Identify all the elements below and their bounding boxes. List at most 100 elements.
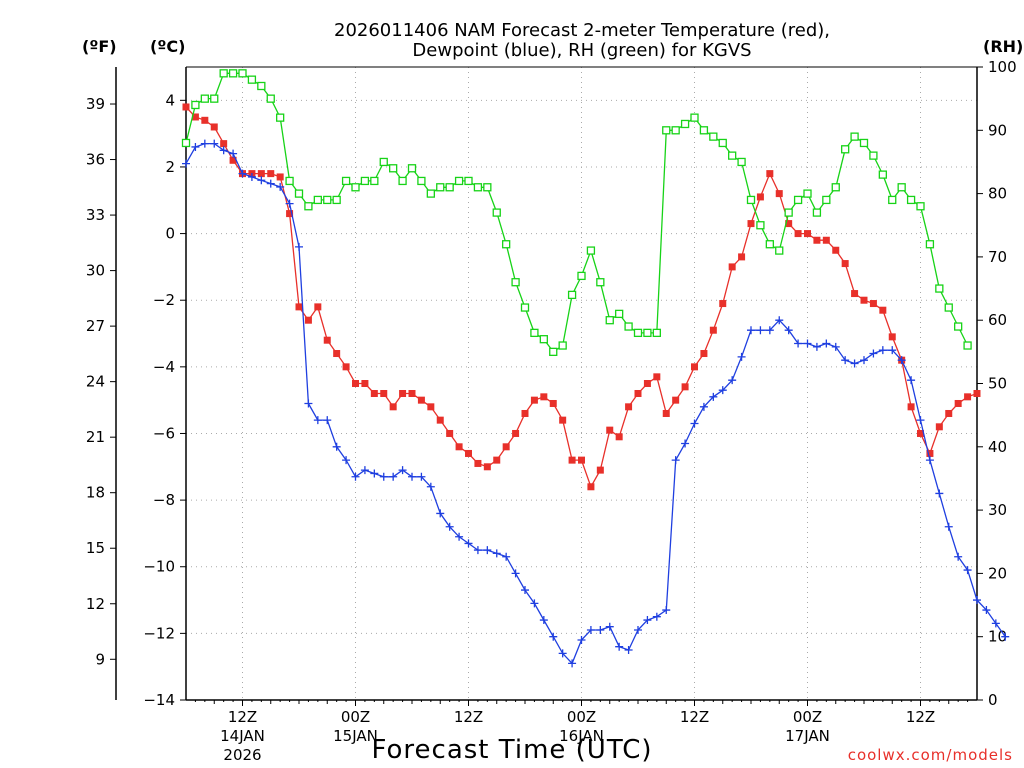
dewpoint-point bbox=[200, 139, 209, 148]
dewpoint-point bbox=[916, 416, 925, 425]
rh-point bbox=[812, 208, 822, 217]
dewpoint-point bbox=[389, 472, 398, 481]
dewpoint-point bbox=[426, 482, 435, 491]
temperature-point bbox=[427, 403, 435, 411]
tick-label-hour: 12Z bbox=[228, 708, 257, 726]
dewpoint-point bbox=[991, 619, 1000, 628]
rh-point bbox=[549, 347, 558, 357]
tick-label-rh: 70 bbox=[988, 248, 1007, 266]
dewpoint-point bbox=[699, 402, 708, 411]
tick-label-celsius: −14 bbox=[143, 691, 175, 709]
temperature-point bbox=[380, 389, 388, 397]
temperature-point bbox=[191, 113, 199, 121]
temperature-point bbox=[399, 389, 407, 397]
chart-title-line1: 2026011406 NAM Forecast 2-meter Temperat… bbox=[334, 20, 830, 41]
rh-point bbox=[671, 126, 680, 135]
rh-point bbox=[822, 195, 831, 205]
temperature-point bbox=[408, 389, 416, 397]
tick-label-year: 2026 bbox=[223, 746, 261, 764]
dewpoint-point bbox=[671, 456, 680, 465]
temperature-point bbox=[596, 466, 604, 474]
rh-point bbox=[662, 126, 671, 135]
dewpoint-point bbox=[483, 546, 492, 555]
dewpoint-point bbox=[765, 326, 774, 335]
dewpoint-point bbox=[360, 466, 369, 475]
temperature-point bbox=[888, 333, 896, 341]
temperature-point bbox=[643, 380, 651, 387]
tick-label-fahrenheit: 36 bbox=[86, 151, 105, 169]
temperature-point bbox=[794, 230, 802, 238]
temperature-point bbox=[719, 300, 727, 308]
temperature-point bbox=[474, 459, 482, 467]
dewpoint-point bbox=[455, 532, 464, 541]
rh-point bbox=[379, 157, 388, 167]
tick-label-date: 17JAN bbox=[785, 727, 830, 745]
dewpoint-point bbox=[756, 326, 765, 335]
tick-label-celsius: 2 bbox=[165, 158, 175, 176]
rh-point bbox=[530, 328, 539, 338]
temperature-point bbox=[804, 230, 811, 238]
temperature-point bbox=[417, 396, 425, 404]
dewpoint-point bbox=[568, 659, 577, 668]
rh-point bbox=[294, 189, 304, 198]
tick-label-celsius: −10 bbox=[143, 558, 175, 576]
temperature-point bbox=[964, 393, 972, 401]
temperature-point bbox=[841, 260, 849, 268]
temperature-point bbox=[945, 409, 953, 417]
temperature-point bbox=[276, 173, 284, 181]
temperature-point bbox=[521, 409, 529, 417]
temperature-point bbox=[954, 399, 962, 407]
tick-label-hour: 12Z bbox=[906, 708, 935, 726]
dewpoint-point bbox=[784, 326, 793, 335]
chart-title-line2: Dewpoint (blue), RH (green) for KGVS bbox=[412, 40, 751, 61]
temperature-point bbox=[926, 449, 934, 457]
dewpoint-point bbox=[888, 346, 897, 355]
temperature-point bbox=[869, 300, 877, 308]
temperature-point bbox=[352, 380, 359, 387]
tick-label-fahrenheit: 24 bbox=[86, 373, 105, 391]
rh-point bbox=[539, 335, 548, 344]
dewpoint-point bbox=[577, 636, 586, 645]
fahrenheit-unit-label: (ºF) bbox=[82, 37, 117, 56]
rh-point bbox=[869, 151, 878, 160]
temperature-point bbox=[568, 456, 576, 464]
tick-label-rh: 50 bbox=[988, 375, 1007, 393]
dewpoint-point bbox=[982, 606, 991, 615]
dewpoint-point bbox=[539, 616, 548, 625]
rh-point bbox=[916, 202, 925, 211]
rh-point bbox=[511, 278, 520, 287]
rh-point bbox=[370, 176, 379, 186]
dewpoint-point bbox=[690, 419, 699, 428]
tick-label-date: 16JAN bbox=[559, 727, 604, 745]
temperature-point bbox=[587, 483, 595, 491]
dewpoint-point bbox=[954, 552, 963, 561]
tick-label-celsius: −8 bbox=[153, 491, 175, 509]
tick-label-rh: 80 bbox=[988, 185, 1007, 203]
dewpoint-point bbox=[897, 356, 906, 365]
dewpoint-point bbox=[549, 632, 558, 641]
rh-point bbox=[502, 240, 511, 249]
rh-point bbox=[963, 341, 972, 350]
temperature-point bbox=[446, 429, 454, 437]
dewpoint-point bbox=[907, 376, 916, 385]
rh-point bbox=[841, 145, 850, 154]
rh-point bbox=[925, 240, 935, 249]
rh-point bbox=[737, 157, 746, 167]
dewpoint-point bbox=[417, 472, 426, 481]
dewpoint-point bbox=[935, 489, 944, 498]
dewpoint-point bbox=[182, 159, 190, 168]
dewpoint-point bbox=[351, 472, 360, 481]
dewpoint-point bbox=[709, 392, 718, 401]
x-axis-label: Forecast Time (UTC) bbox=[371, 735, 652, 765]
rh-point bbox=[398, 176, 407, 186]
rh-point bbox=[389, 164, 398, 173]
rh-point bbox=[436, 183, 445, 192]
rh-point bbox=[680, 119, 690, 129]
dewpoint-point bbox=[841, 356, 850, 365]
tick-labels: 420−2−4−6−8−10−12−1412Z14JAN202600Z15JAN… bbox=[86, 58, 1017, 764]
tick-label-rh: 20 bbox=[988, 564, 1007, 582]
dewpoint-point bbox=[822, 339, 831, 348]
tick-label-rh: 60 bbox=[988, 311, 1007, 329]
tick-label-date: 15JAN bbox=[333, 727, 378, 745]
temperature-point bbox=[314, 303, 322, 311]
